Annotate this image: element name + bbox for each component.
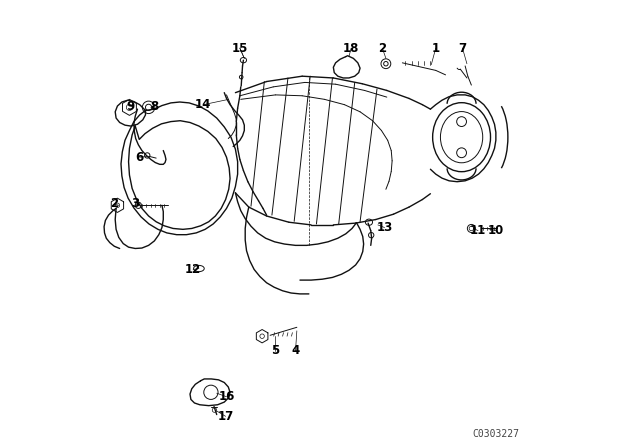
Text: 3: 3 <box>131 198 140 211</box>
Text: 7: 7 <box>458 42 467 55</box>
Text: 5: 5 <box>271 345 280 358</box>
Text: 15: 15 <box>232 42 248 55</box>
Text: 11: 11 <box>470 224 486 237</box>
Text: 14: 14 <box>195 98 212 111</box>
Text: 8: 8 <box>150 99 158 112</box>
Text: 16: 16 <box>218 390 235 403</box>
Text: 2: 2 <box>110 198 118 211</box>
Text: 1: 1 <box>432 42 440 55</box>
Text: 9: 9 <box>127 99 135 112</box>
Text: 18: 18 <box>343 42 359 55</box>
Text: 4: 4 <box>291 345 300 358</box>
Text: 13: 13 <box>376 221 393 234</box>
Text: 2: 2 <box>378 42 387 55</box>
Text: 12: 12 <box>185 263 201 276</box>
Text: 17: 17 <box>218 410 234 423</box>
Text: C0303227: C0303227 <box>472 429 520 439</box>
Text: 10: 10 <box>488 224 504 237</box>
Text: 6: 6 <box>136 151 144 164</box>
